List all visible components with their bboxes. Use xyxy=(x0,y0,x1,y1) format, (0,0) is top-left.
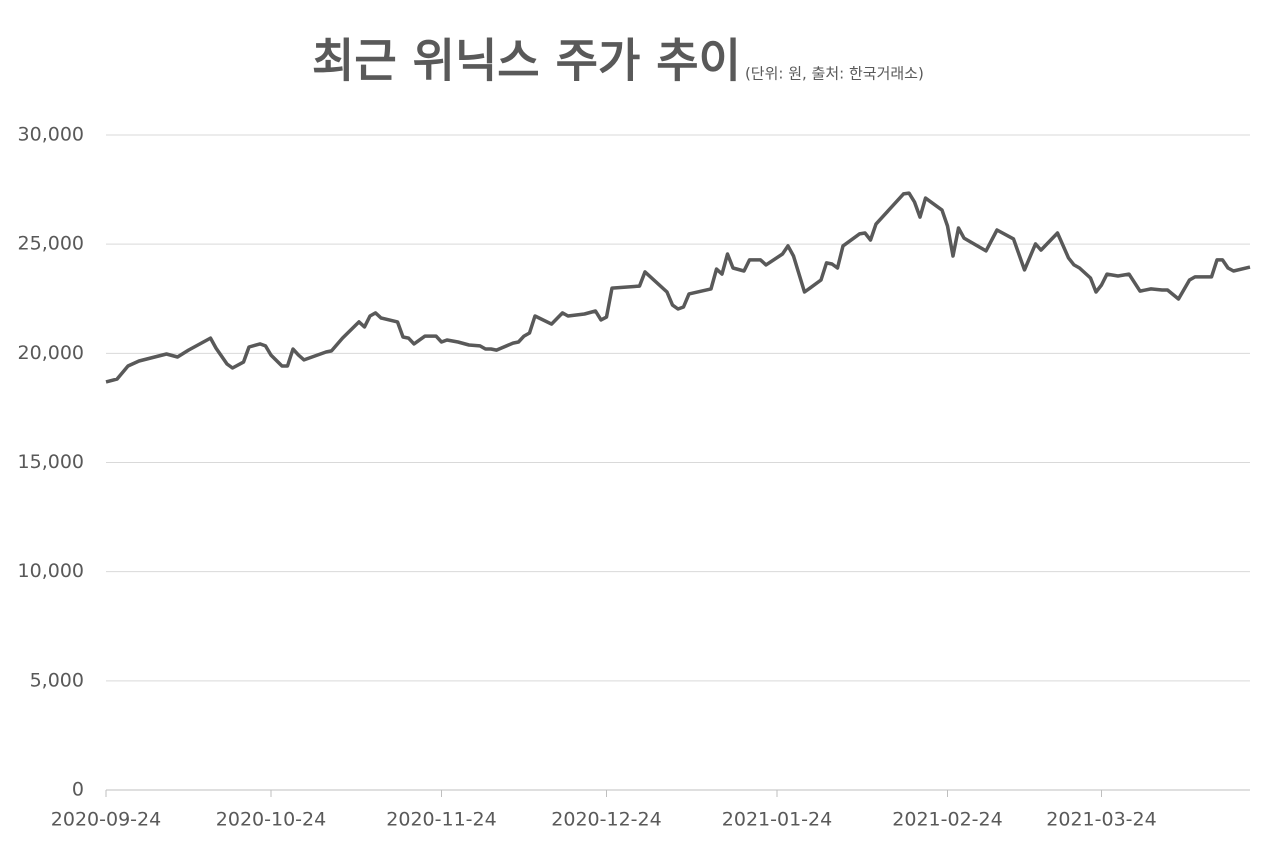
x-tick-label: 2021-02-24 xyxy=(892,809,1002,831)
y-tick-label: 15,000 xyxy=(18,451,84,473)
x-tick-label: 2021-03-24 xyxy=(1046,809,1156,831)
x-tick-label: 2020-11-24 xyxy=(386,809,496,831)
y-tick-label: 0 xyxy=(72,779,84,801)
y-tick-label: 20,000 xyxy=(18,342,84,364)
y-tick-label: 5,000 xyxy=(30,669,84,691)
y-tick-label: 25,000 xyxy=(18,233,84,255)
y-tick-label: 30,000 xyxy=(18,124,84,146)
chart-subtitle: (단위: 원, 출처: 한국거래소) xyxy=(745,65,924,83)
x-tick-label: 2020-10-24 xyxy=(216,809,326,831)
chart-title: 최근 위닉스 주가 추이 xyxy=(312,34,741,88)
x-tick-label: 2020-12-24 xyxy=(551,809,661,831)
x-tick-label: 2021-01-24 xyxy=(722,809,832,831)
x-tick-label: 2020-09-24 xyxy=(51,809,161,831)
y-tick-label: 10,000 xyxy=(18,560,84,582)
price-line xyxy=(105,191,1251,384)
